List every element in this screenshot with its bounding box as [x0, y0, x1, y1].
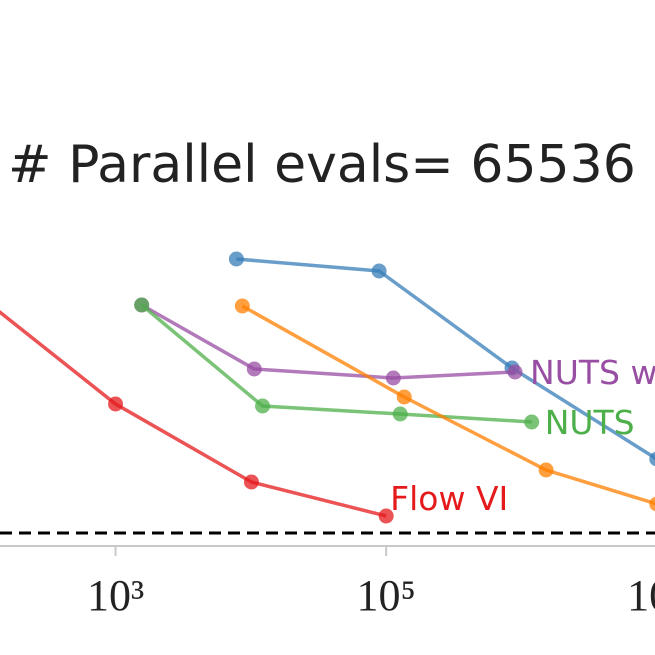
- data-point: [246, 361, 262, 377]
- data-point: [385, 370, 401, 386]
- series-line: [241, 304, 655, 506]
- data-point: [378, 508, 394, 524]
- x-tick-label: 10³: [87, 571, 144, 620]
- data-point: [371, 263, 387, 279]
- plot-area: [0, 251, 655, 524]
- data-point: [134, 297, 150, 313]
- data-point: [108, 396, 124, 412]
- series-line: [140, 303, 516, 380]
- series-label: Flow VI: [390, 479, 508, 518]
- data-point: [649, 496, 655, 512]
- data-point: [649, 451, 655, 467]
- series-label: NUTS w: [530, 353, 655, 392]
- data-point: [507, 364, 523, 380]
- series-line: [0, 310, 387, 518]
- data-point: [396, 389, 412, 405]
- data-point: [255, 398, 271, 414]
- data-point: [234, 298, 250, 314]
- data-point: [392, 406, 408, 422]
- chart-title: # Parallel evals= 65536: [8, 135, 636, 195]
- x-tick-label: 10⁷: [627, 571, 655, 620]
- data-point: [524, 414, 540, 430]
- data-point: [228, 251, 244, 267]
- data-point: [538, 462, 554, 478]
- series-label: NUTS: [545, 403, 635, 442]
- x-tick-label: 10⁵: [356, 571, 415, 620]
- data-point: [243, 474, 259, 490]
- series-line: [140, 303, 532, 424]
- series-line: [236, 257, 655, 460]
